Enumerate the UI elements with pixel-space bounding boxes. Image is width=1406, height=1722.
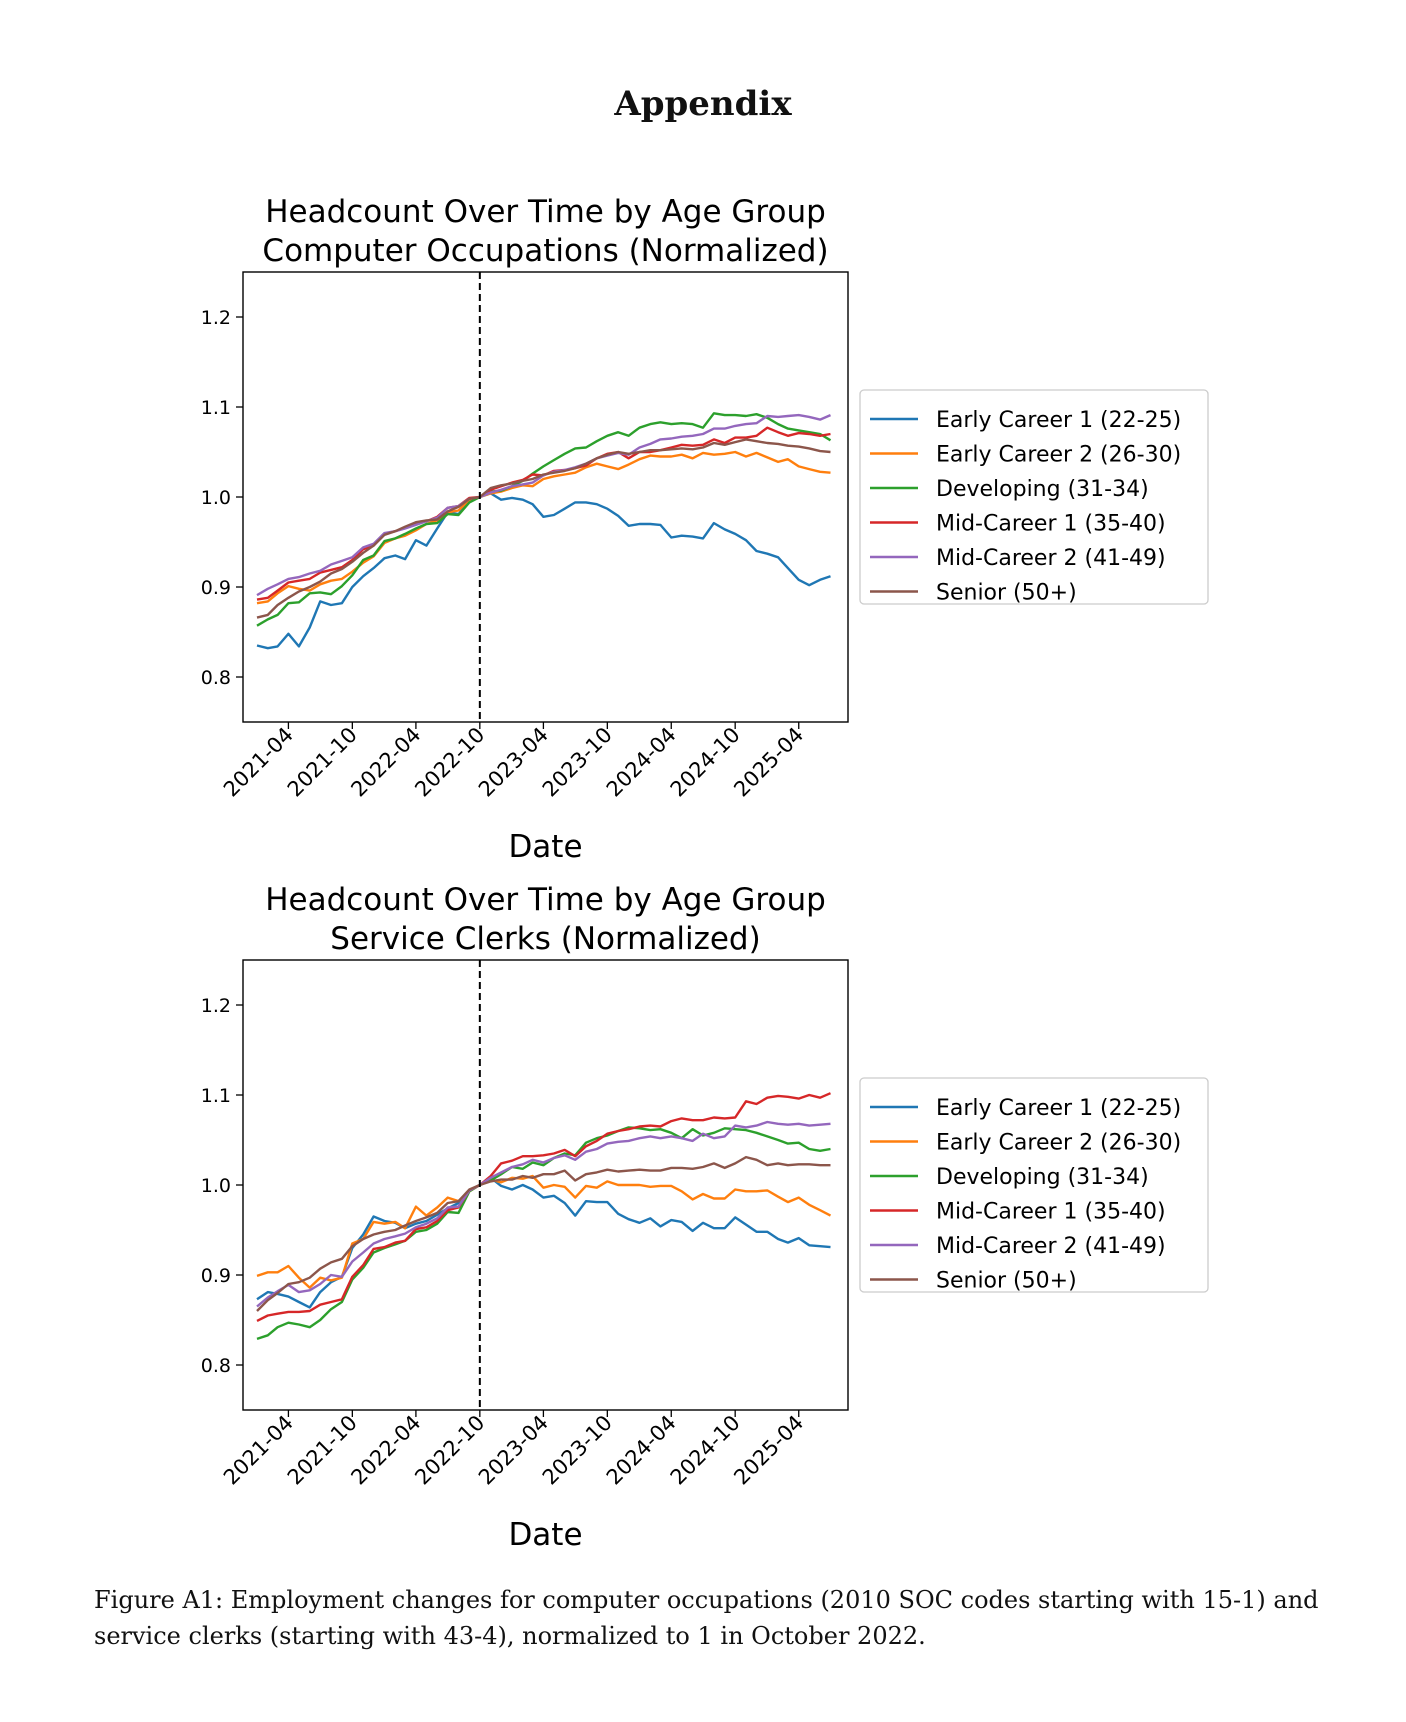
series-line (256, 450, 831, 605)
y-tick-label: 0.9 (201, 1265, 231, 1287)
chart-subtitle: Service Clerks (Normalized) (330, 921, 760, 957)
x-tick-label: 2024-04 (602, 723, 681, 802)
x-axis-label: Date (508, 829, 582, 865)
legend-label: Mid-Career 2 (41-49) (936, 546, 1166, 571)
x-tick-label: 2022-10 (410, 723, 489, 802)
series-line (256, 1176, 831, 1309)
x-tick-label: 2023-10 (538, 1411, 617, 1490)
x-tick-label: 2021-04 (219, 723, 298, 802)
x-tick-label: 2022-04 (346, 723, 425, 802)
series-line (256, 1120, 831, 1308)
legend-label: Senior (50+) (936, 581, 1077, 606)
legend-label: Early Career 1 (22-25) (936, 1096, 1181, 1121)
chart-subtitle: Computer Occupations (Normalized) (262, 233, 828, 269)
y-tick-label: 1.0 (201, 487, 231, 509)
series-line (256, 1092, 831, 1322)
x-tick-label: 2025-04 (729, 723, 808, 802)
legend-label: Developing (31-34) (936, 1165, 1149, 1190)
chart-title: Headcount Over Time by Age Group (265, 194, 826, 230)
legend-label: Developing (31-34) (936, 477, 1149, 502)
legend-label: Mid-Career 1 (35-40) (936, 1200, 1166, 1225)
legend-label: Early Career 2 (26-30) (936, 443, 1181, 468)
x-tick-label: 2025-04 (729, 1411, 808, 1490)
y-tick-label: 1.1 (201, 1085, 231, 1107)
legend-label: Senior (50+) (936, 1269, 1077, 1294)
x-tick-label: 2023-04 (474, 723, 553, 802)
y-tick-label: 1.2 (201, 995, 231, 1017)
x-tick-label: 2021-10 (283, 723, 362, 802)
x-tick-label: 2022-10 (410, 1411, 489, 1490)
y-tick-label: 0.8 (201, 667, 231, 689)
y-tick-label: 0.8 (201, 1355, 231, 1377)
series-line (256, 438, 831, 619)
series-line (256, 1155, 831, 1312)
x-tick-label: 2024-04 (602, 1411, 681, 1490)
figure-caption: Figure A1: Employment changes for comput… (94, 1586, 1319, 1650)
plot-frame (242, 271, 849, 723)
series-line (256, 412, 832, 627)
x-tick-label: 2021-04 (219, 1411, 298, 1490)
legend-box (859, 1077, 1209, 1293)
computer-occupations-chart: Headcount Over Time by Age Group Computer… (0, 180, 1406, 880)
x-tick-label: 2023-04 (474, 1411, 553, 1490)
series-line (256, 1174, 832, 1289)
legend-label: Early Career 1 (22-25) (936, 408, 1181, 433)
y-tick-label: 1.2 (201, 307, 231, 329)
x-tick-label: 2021-10 (283, 1411, 362, 1490)
x-tick-label: 2024-10 (666, 1411, 745, 1490)
series-line (256, 492, 831, 650)
x-tick-label: 2024-10 (666, 723, 745, 802)
x-axis-label: Date (508, 1517, 582, 1553)
service-clerks-chart-svg: Headcount Over Time by Age GroupService … (201, 882, 1209, 1553)
chart-title: Headcount Over Time by Age Group (265, 882, 826, 918)
plot-frame (242, 959, 849, 1411)
legend-label: Mid-Career 1 (35-40) (936, 512, 1166, 537)
computer-occupations-chart-svg: Headcount Over Time by Age GroupComputer… (201, 194, 1209, 865)
x-tick-label: 2023-10 (538, 723, 617, 802)
y-tick-label: 0.9 (201, 577, 231, 599)
y-tick-label: 1.1 (201, 397, 231, 419)
x-tick-label: 2022-04 (346, 1411, 425, 1490)
y-tick-label: 1.0 (201, 1175, 231, 1197)
legend-box (859, 389, 1209, 605)
series-line (256, 426, 831, 601)
legend-label: Mid-Career 2 (41-49) (936, 1234, 1166, 1259)
legend-label: Early Career 2 (26-30) (936, 1131, 1181, 1156)
appendix-heading: Appendix (614, 84, 792, 124)
service-clerks-chart: Headcount Over Time by Age Group Service … (0, 868, 1406, 1568)
